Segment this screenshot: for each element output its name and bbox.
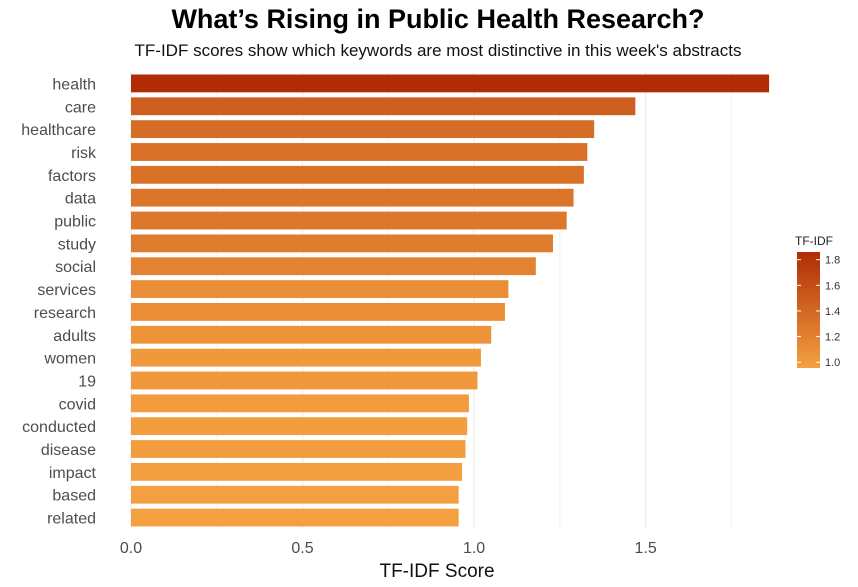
x-axis-ticks: 0.0 0.5 1.0 1.5	[120, 540, 657, 557]
bars	[131, 74, 770, 527]
bar-health	[131, 74, 770, 93]
grid-lines	[130, 72, 732, 529]
bar-social	[131, 257, 536, 276]
category-label: risk	[71, 145, 97, 162]
bar-based	[131, 485, 459, 504]
category-label: women	[43, 351, 96, 368]
x-tick-label: 1.0	[463, 540, 485, 557]
chart-subtitle: TF-IDF scores show which keywords are mo…	[134, 41, 742, 60]
x-axis-title: TF-IDF Score	[379, 561, 494, 582]
bar-research	[131, 303, 505, 321]
bar-care	[131, 97, 636, 116]
legend-color-bar	[797, 252, 820, 368]
category-label: covid	[59, 396, 96, 413]
category-label: healthcare	[21, 122, 96, 139]
legend-ticks: 1.0 1.2 1.4 1.6 1.8	[797, 255, 840, 369]
category-label: factors	[48, 168, 96, 185]
bar-disease	[131, 440, 466, 458]
x-tick-label: 0.5	[291, 540, 313, 557]
category-label: disease	[41, 442, 96, 459]
legend: TF-IDF 1.0 1.2 1.4 1.6 1.8	[795, 234, 840, 369]
category-label: data	[65, 191, 96, 208]
category-label: study	[58, 236, 96, 253]
category-label: social	[55, 259, 96, 276]
category-label: impact	[49, 465, 97, 482]
category-label: based	[52, 488, 96, 505]
legend-tick-label: 1.2	[825, 332, 840, 344]
category-label: services	[37, 282, 96, 299]
bar-19	[131, 371, 478, 390]
bar-women	[131, 348, 481, 367]
category-label: public	[54, 214, 96, 231]
legend-tick-label: 1.8	[825, 255, 840, 267]
category-label: conducted	[22, 419, 96, 436]
bar-conducted	[131, 417, 468, 436]
category-label: related	[47, 511, 96, 528]
category-labels: healthcarehealthcareriskfactorsdatapubli…	[21, 76, 97, 527]
bar-risk	[131, 143, 588, 161]
category-label: research	[34, 305, 96, 322]
bar-factors	[131, 165, 584, 184]
legend-tick-label: 1.0	[825, 357, 840, 369]
bar-public	[131, 211, 567, 230]
bar-healthcare	[131, 120, 595, 139]
bar-covid	[131, 394, 469, 413]
bar-impact	[131, 462, 463, 481]
category-label: 19	[78, 373, 96, 390]
legend-title: TF-IDF	[795, 234, 833, 248]
category-label: health	[52, 76, 96, 93]
legend-tick-label: 1.4	[825, 306, 840, 318]
legend-tick-label: 1.6	[825, 280, 840, 292]
category-label: care	[65, 99, 96, 116]
bar-data	[131, 188, 574, 207]
chart-title: What’s Rising in Public Health Research?	[171, 4, 705, 34]
bar-adults	[131, 325, 492, 344]
x-tick-label: 1.5	[634, 540, 656, 557]
bar-related	[131, 508, 459, 527]
x-tick-label: 0.0	[120, 540, 142, 557]
bar-study	[131, 234, 553, 253]
bar-services	[131, 280, 509, 298]
category-label: adults	[53, 328, 96, 345]
